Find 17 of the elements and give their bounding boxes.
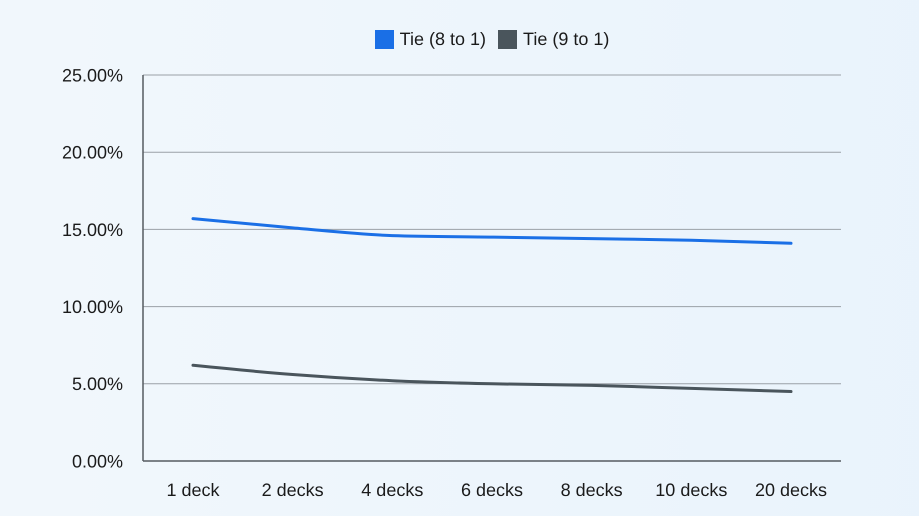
x-tick-label: 1 deck [166, 480, 221, 500]
x-tick-label: 4 decks [361, 480, 424, 500]
line-series [192, 364, 792, 394]
x-tick-label: 6 decks [460, 480, 524, 500]
legend-label: Tie (8 to 1) [400, 29, 486, 50]
legend-label: Tie (9 to 1) [523, 29, 610, 50]
y-tick-label: 20.00% [62, 142, 123, 163]
y-tick-label: 15.00% [62, 220, 123, 240]
y-tick-label: 0.00% [72, 451, 123, 472]
line-series [192, 217, 792, 245]
y-tick-label: 25.00% [62, 65, 123, 86]
y-tick-label: 10.00% [62, 296, 123, 317]
y-tick-label: 5.00% [72, 374, 123, 394]
x-tick-label: 2 decks [262, 480, 324, 500]
x-tick-label: 10 decks [655, 480, 728, 500]
x-tick-label: 20 decks [754, 480, 828, 500]
x-tick-label: 8 decks [560, 480, 623, 500]
